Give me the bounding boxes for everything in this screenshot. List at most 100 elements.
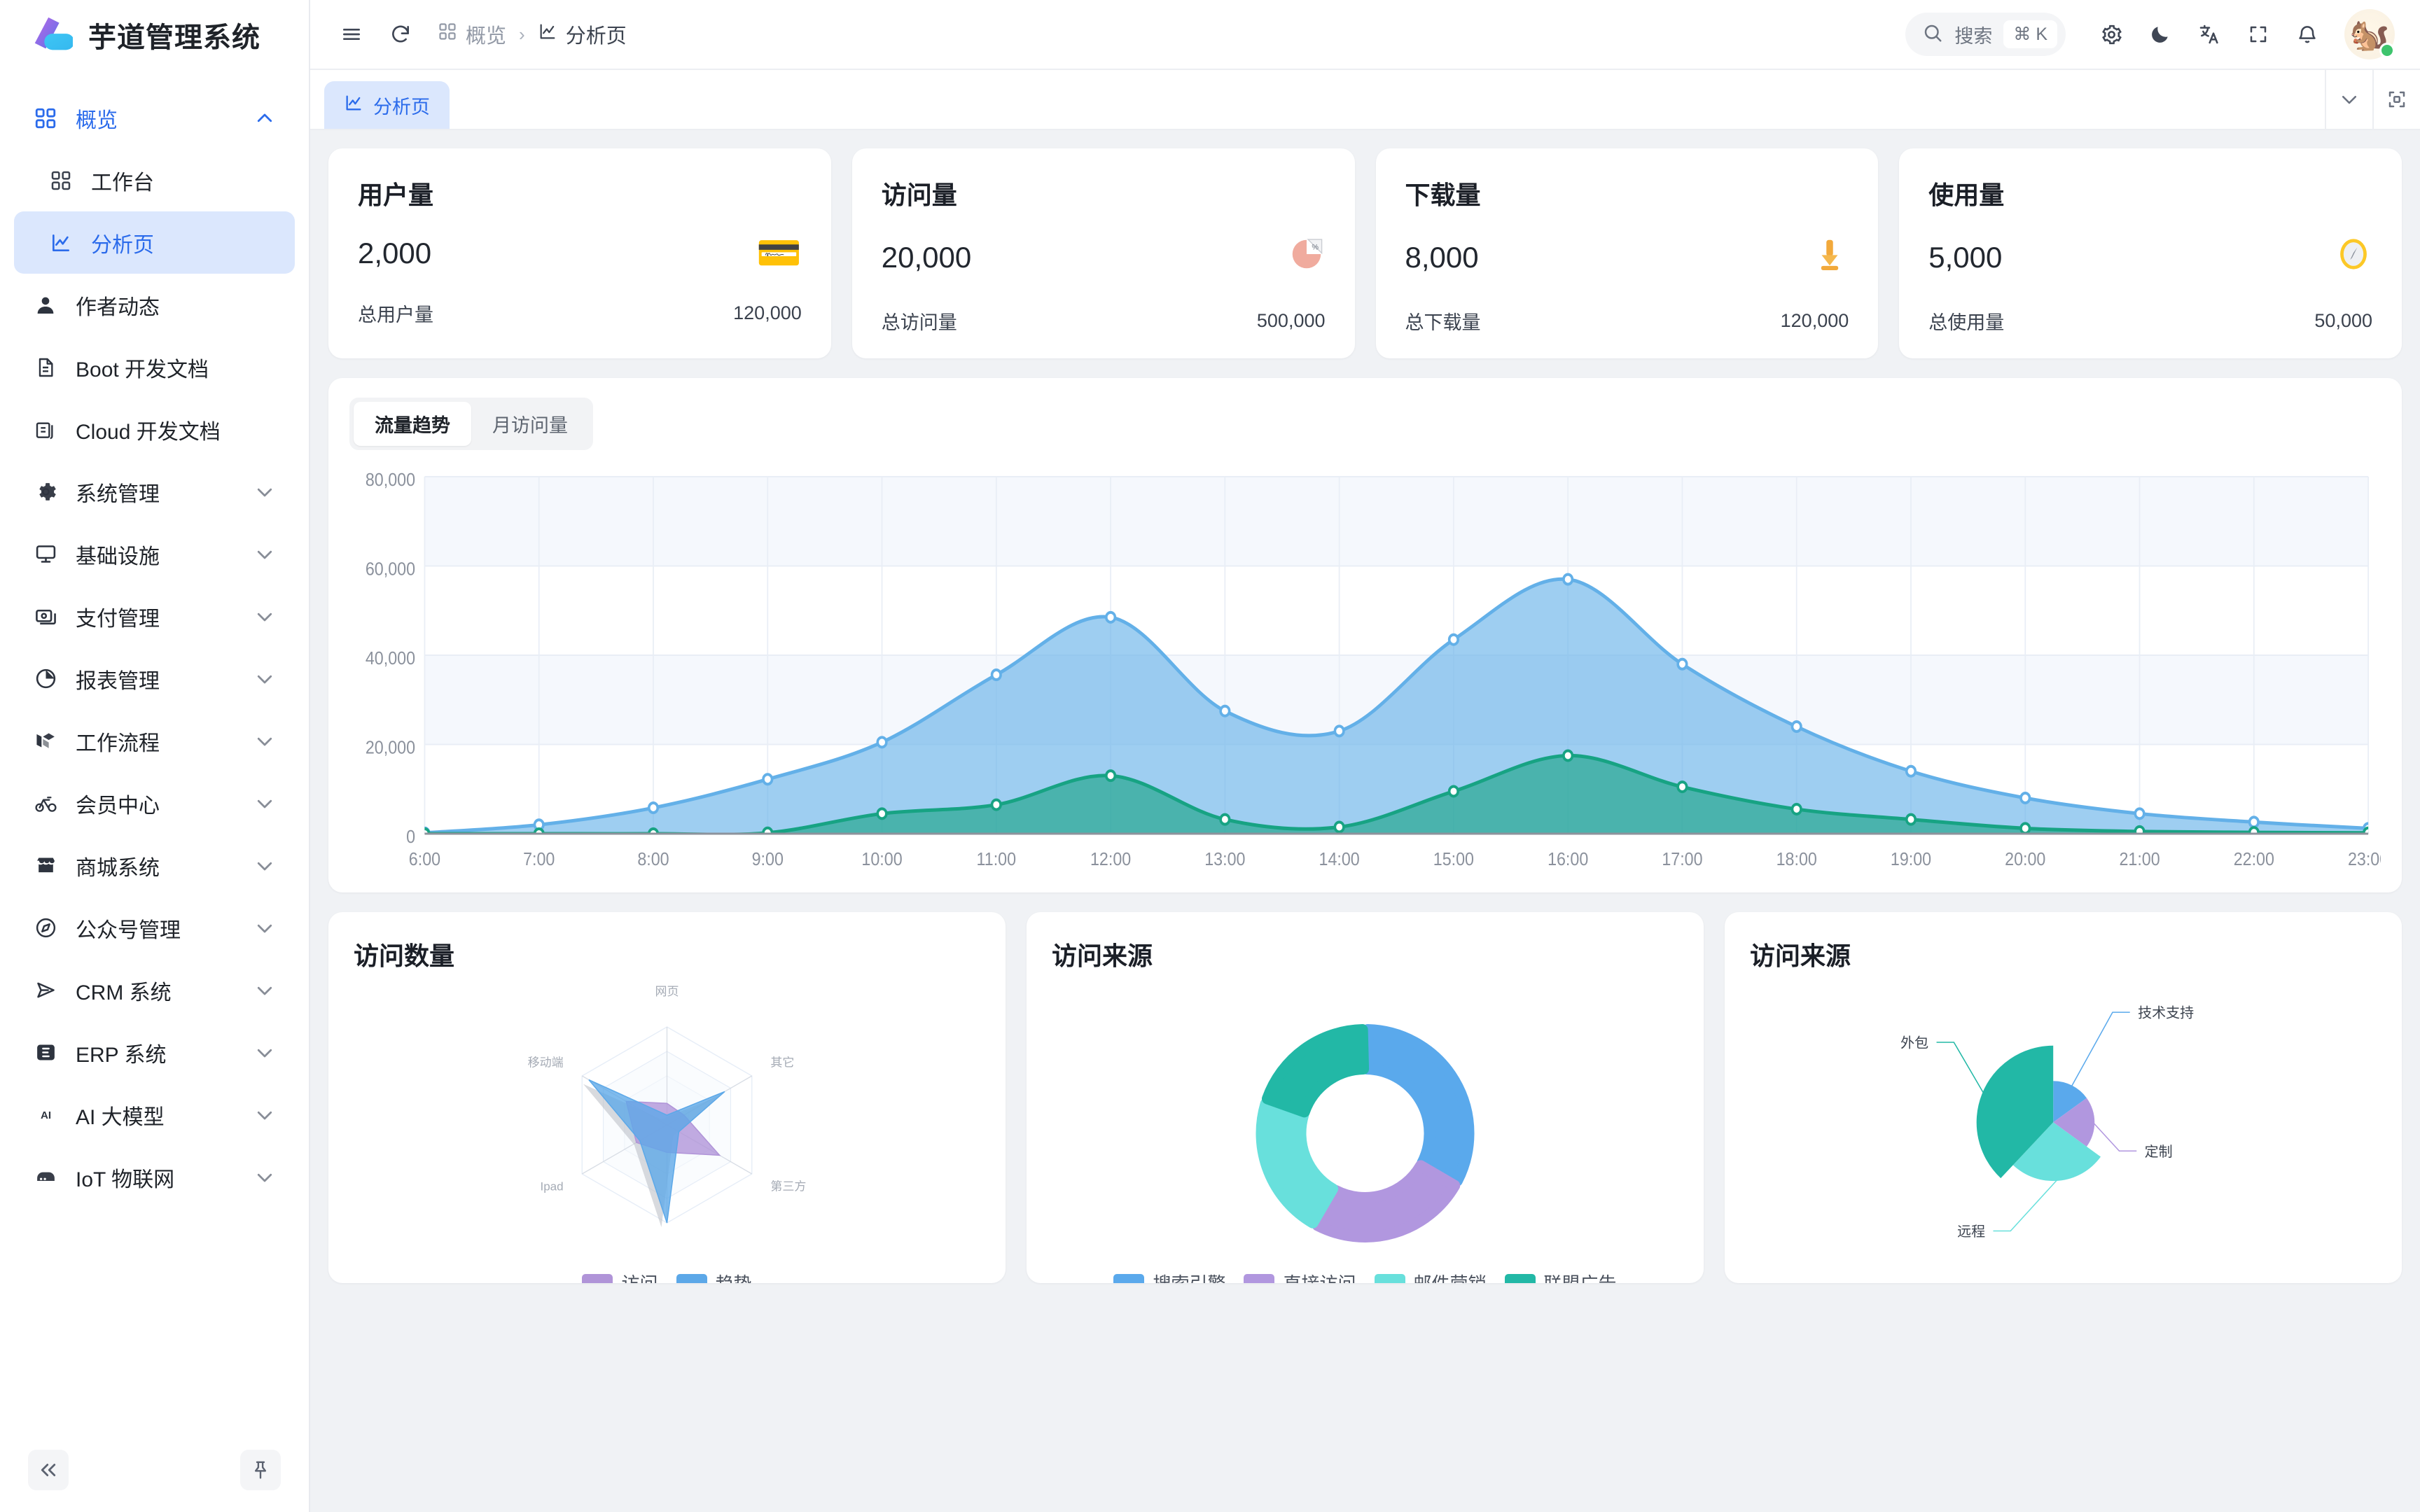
legend-label: 直接访问 (1283, 1270, 1356, 1283)
tab-analysis[interactable]: 分析页 (324, 81, 450, 129)
radar-chart: 网页其它第三方客户端Ipad移动端 (354, 972, 980, 1266)
legend-swatch (1113, 1273, 1145, 1283)
tab-monthly-visits[interactable]: 月访问量 (492, 415, 568, 436)
sidebar-item-infrastructure[interactable]: 基础设施 (14, 523, 295, 585)
svg-text:外包: 外包 (1900, 1035, 1928, 1051)
svg-text:22:00: 22:00 (2234, 850, 2274, 869)
sidebar-item-label: 系统管理 (76, 482, 160, 506)
svg-text:AI: AI (40, 1110, 50, 1121)
breadcrumb-separator: › (519, 23, 525, 45)
svg-text:20,000: 20,000 (366, 738, 415, 757)
svg-text:20:00: 20:00 (2005, 850, 2045, 869)
rose-chart: 技术支持 定制 远程 外包 (1750, 972, 2377, 1252)
svg-text:第三方: 第三方 (770, 1180, 806, 1193)
sidebar-item-ai-model[interactable]: AI AI 大模型 (14, 1084, 295, 1146)
legend-swatch (1244, 1273, 1275, 1283)
stat-value: 2,000 (358, 237, 432, 270)
legend-swatch (676, 1273, 707, 1283)
brand-title: 芋道管理系统 (88, 22, 260, 53)
svg-text:60,000: 60,000 (366, 559, 415, 579)
legend-label: 趋势 (716, 1270, 752, 1283)
legend-item[interactable]: 访问 (582, 1270, 658, 1283)
svg-text:8:00: 8:00 (637, 850, 669, 869)
svg-text:%: % (1312, 243, 1319, 251)
stat-foot-label: 总访问量 (881, 312, 957, 333)
sidebar-item-boot-docs[interactable]: Boot 开发文档 (14, 336, 295, 398)
sidebar-item-cloud-docs[interactable]: Cloud 开发文档 (14, 398, 295, 461)
breadcrumb-label: 概览 (466, 25, 507, 48)
bike-icon (32, 790, 59, 817)
donut-legend: 搜索引擎 直接访问 邮件营销 联盟广告 (1027, 1270, 1704, 1283)
sidebar-item-label: 商城系统 (76, 856, 160, 880)
sidebar-item-analysis[interactable]: 分析页 (14, 211, 295, 274)
monitor-icon (32, 541, 59, 568)
collapse-sidebar-button[interactable] (28, 1450, 69, 1490)
sidebar-item-overview[interactable]: 概览 (14, 87, 295, 149)
sidebar-item-erp-system[interactable]: ERP 系统 (14, 1021, 295, 1084)
stat-foot-value: 120,000 (733, 302, 802, 323)
sidebar-item-label: 工作流程 (76, 732, 160, 755)
grid-icon (48, 167, 74, 194)
legend-swatch (1504, 1273, 1536, 1283)
stat-footer: 总用户量 120,000 (358, 300, 802, 327)
sidebar-item-mall-system[interactable]: 商城系统 (14, 834, 295, 897)
legend-item[interactable]: 联盟广告 (1504, 1270, 1617, 1283)
legend-item[interactable]: 邮件营销 (1374, 1270, 1487, 1283)
sidebar-item-member-center[interactable]: 会员中心 (14, 772, 295, 834)
svg-text:12:00: 12:00 (1090, 850, 1131, 869)
brand[interactable]: 芋道管理系统 (0, 0, 309, 70)
legend-item[interactable]: 趋势 (676, 1270, 752, 1283)
legend-item[interactable]: 搜索引擎 (1113, 1270, 1225, 1283)
sidebar-item-label: CRM 系统 (76, 981, 172, 1004)
stat-foot-label: 总使用量 (1928, 312, 2005, 333)
sidebar-item-iot[interactable]: IoT 物联网 (14, 1146, 295, 1208)
legend-label: 访问 (621, 1270, 658, 1283)
sidebar-item-label: IoT 物联网 (76, 1168, 175, 1191)
chart-icon (344, 93, 363, 118)
legend-item[interactable]: 直接访问 (1244, 1270, 1356, 1283)
sidebar-menu: 概览 工作台 (0, 70, 309, 1428)
avatar[interactable]: 🐿️ (2344, 9, 2395, 59)
stat-mid: 20,000 % (882, 235, 1326, 279)
stat-footer: 总下载量 120,000 (1405, 307, 1849, 335)
sidebar-item-label: AI 大模型 (76, 1105, 165, 1129)
svg-text:16:00: 16:00 (1548, 850, 1588, 869)
gear-icon[interactable] (2089, 13, 2133, 56)
expand-icon[interactable] (2237, 13, 2280, 56)
sidebar-item-payment-management[interactable]: 支付管理 (14, 585, 295, 648)
chevron-down-icon[interactable] (2325, 70, 2372, 129)
sidebar-item-official-account[interactable]: 公众号管理 (14, 897, 295, 959)
sidebar-item-report-management[interactable]: 报表管理 (14, 648, 295, 710)
topbar: 概览 › 分析页 搜索 ⌘ K (310, 0, 2420, 70)
sidebar-item-workbench[interactable]: 工作台 (14, 149, 295, 211)
moon-icon[interactable] (2139, 13, 2182, 56)
refresh-icon[interactable] (379, 13, 422, 56)
hamburger-icon[interactable] (330, 13, 373, 56)
translate-icon[interactable] (2188, 13, 2231, 56)
svg-text:10:00: 10:00 (861, 850, 902, 869)
breadcrumb-item-overview[interactable]: 概览 (438, 20, 506, 49)
fullscreen-frame-icon[interactable] (2372, 70, 2420, 129)
chevron-down-icon (253, 480, 277, 504)
svg-text:Ipad: Ipad (540, 1180, 563, 1193)
sidebar-item-workflow[interactable]: 工作流程 (14, 710, 295, 772)
sidebar-item-label: 会员中心 (76, 794, 160, 818)
chevron-down-icon (253, 605, 277, 629)
stat-foot-value: 50,000 (2314, 310, 2372, 331)
search-input[interactable]: 搜索 ⌘ K (1905, 13, 2066, 56)
sidebar-item-crm-system[interactable]: CRM 系统 (14, 959, 295, 1021)
stat-foot-value: 120,000 (1780, 310, 1849, 331)
svg-text:80,000: 80,000 (366, 470, 415, 490)
trend-tabs: 流量趋势 月访问量 (349, 398, 593, 450)
breadcrumb-item-analysis[interactable]: 分析页 (538, 20, 627, 49)
bell-icon[interactable] (2286, 13, 2329, 56)
pin-icon[interactable] (240, 1450, 281, 1490)
search-placeholder: 搜索 (1954, 25, 1993, 47)
flow-icon (32, 728, 59, 755)
svg-text:6:00: 6:00 (409, 850, 440, 869)
sidebar-item-author-news[interactable]: 作者动态 (14, 274, 295, 336)
sidebar-item-system-management[interactable]: 系统管理 (14, 461, 295, 523)
stat-mid: 2,000 💳 (358, 235, 802, 272)
tab-traffic-trend[interactable]: 流量趋势 (354, 402, 471, 446)
stat-mid: 8,000 (1405, 235, 1849, 279)
